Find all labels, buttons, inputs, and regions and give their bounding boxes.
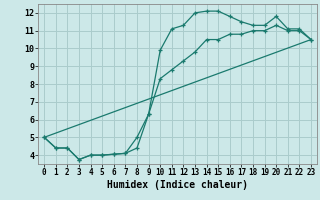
- X-axis label: Humidex (Indice chaleur): Humidex (Indice chaleur): [107, 180, 248, 190]
